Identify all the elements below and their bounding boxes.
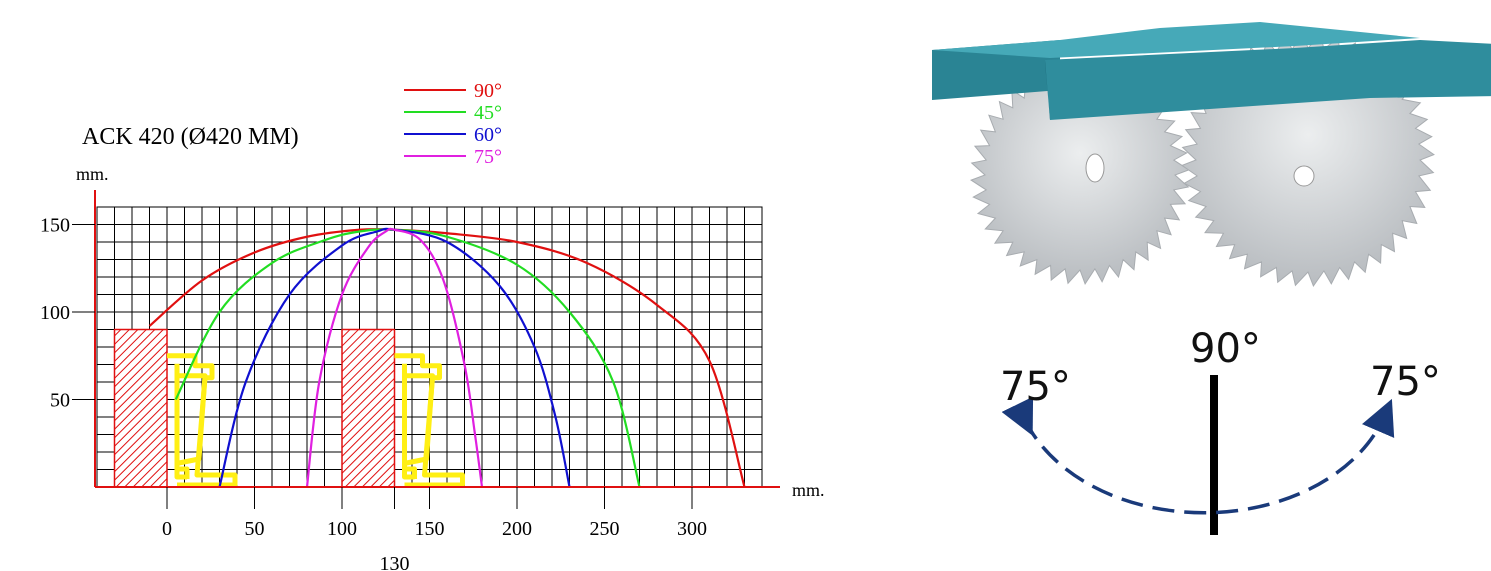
series-line-1 (148, 227, 746, 488)
angle-label-90: 90° (1190, 326, 1261, 372)
angle-label-75-left: 75° (1000, 364, 1071, 410)
legend-label-2: 45° (474, 102, 502, 124)
chart-axes (94, 190, 780, 509)
x-tick-label: 200 (502, 518, 532, 540)
x-tick-label: 0 (162, 518, 172, 540)
y-tick-label: 100 (40, 302, 70, 324)
blade-hole-left (1085, 153, 1105, 183)
chart-title: ACK 420 (Ø420 MM) (82, 124, 299, 150)
profile-inner-left (402, 363, 415, 480)
x-axis-label: mm. (792, 480, 825, 500)
profile-outline (167, 353, 238, 488)
saw-angle-illustration: 90° 75° 75° (932, 22, 1491, 535)
x-tick-label: 150 (415, 518, 445, 540)
wood-workpiece (932, 22, 1491, 120)
legend-label-3: 60° (474, 124, 502, 146)
x-tick-label: 250 (590, 518, 620, 540)
legend-label-4: 75° (474, 146, 502, 168)
x-tick-label: 300 (677, 518, 707, 540)
window-profiles (167, 353, 465, 488)
y-tick-label: 150 (40, 215, 70, 237)
profile-inner-left (174, 363, 187, 480)
profile-chamber (406, 373, 435, 466)
x-tick-label: 50 (245, 518, 265, 540)
profile-chamber (178, 373, 208, 466)
blade-hole-right (1293, 165, 1315, 187)
cutting-capacity-chart: ACK 420 (Ø420 MM) mm. mm. 90°45°60°75° 0… (40, 80, 825, 571)
x-tick-label: 100 (327, 518, 357, 540)
swing-arc (1001, 396, 1395, 515)
legend: 90°45°60°75° (404, 80, 502, 168)
clamp-obstacles (113, 328, 396, 488)
clamp-obstacle-2 (341, 328, 396, 488)
angle-diagram: 90° 75° 75° (1000, 326, 1441, 535)
cut-curves (148, 227, 746, 488)
profile-foot (404, 466, 417, 479)
tick-labels: 0 50 100 150 200 250 300 130 50 100 150 (40, 215, 707, 571)
window-profile-2 (394, 353, 465, 488)
y-axis-label: mm. (76, 164, 109, 184)
angle-label-75-right: 75° (1370, 359, 1441, 405)
x-tick-label-130: 130 (380, 553, 410, 571)
series-line-4 (305, 227, 484, 488)
profile-foot (177, 466, 190, 479)
y-tick-label: 50 (50, 390, 70, 412)
clamp-obstacle-1 (113, 328, 168, 488)
vertical-90-line (1210, 375, 1218, 535)
profile-outline (394, 353, 465, 488)
legend-label-1: 90° (474, 80, 502, 102)
window-profile-1 (167, 353, 238, 488)
